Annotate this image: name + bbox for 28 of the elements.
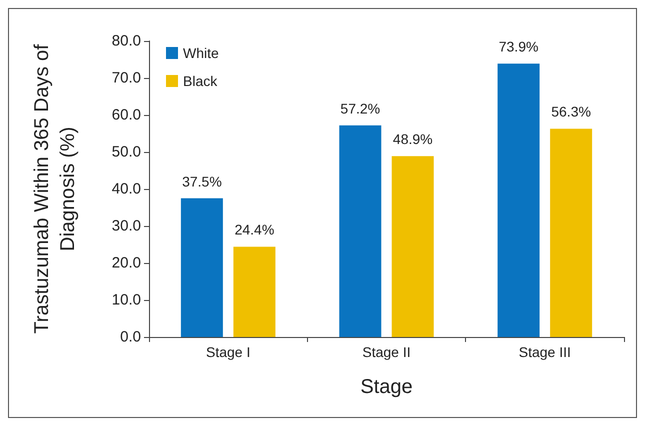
y-tick-label: 60.0 xyxy=(112,106,141,124)
bar xyxy=(233,246,276,337)
bar xyxy=(180,198,223,337)
bar xyxy=(498,64,540,337)
y-tick-label: 10.0 xyxy=(112,292,141,308)
data-label: 57.2% xyxy=(340,100,380,116)
x-tick-label: Stage I xyxy=(206,344,250,360)
y-tick-label: 70.0 xyxy=(112,70,141,86)
x-axis-title: Stage xyxy=(360,376,413,398)
y-tick-label: 20.0 xyxy=(112,254,141,272)
data-label: 37.5% xyxy=(182,173,222,190)
y-tick-label: 30.0 xyxy=(112,218,141,234)
y-tick-label: 80.0 xyxy=(112,32,141,50)
data-label: 56.3% xyxy=(551,104,591,120)
x-tick-label: Stage III xyxy=(518,344,571,360)
legend-label: Black xyxy=(183,73,218,89)
y-tick-label: 40.0 xyxy=(112,180,141,198)
legend-label: White xyxy=(183,45,219,61)
data-label: 48.9% xyxy=(392,131,433,148)
data-label: 73.9% xyxy=(498,38,538,55)
y-axis-title: Trastuzumab Within 365 Days of Diagnosis (%) xyxy=(31,44,79,334)
data-label: 24.4% xyxy=(234,222,274,238)
bar xyxy=(339,125,382,337)
bar xyxy=(392,156,434,337)
bar xyxy=(550,128,592,337)
y-tick-label: 50.0 xyxy=(112,144,141,160)
x-tick-label: Stage II xyxy=(362,344,411,360)
y-tick-label: 0.0 xyxy=(120,328,141,346)
